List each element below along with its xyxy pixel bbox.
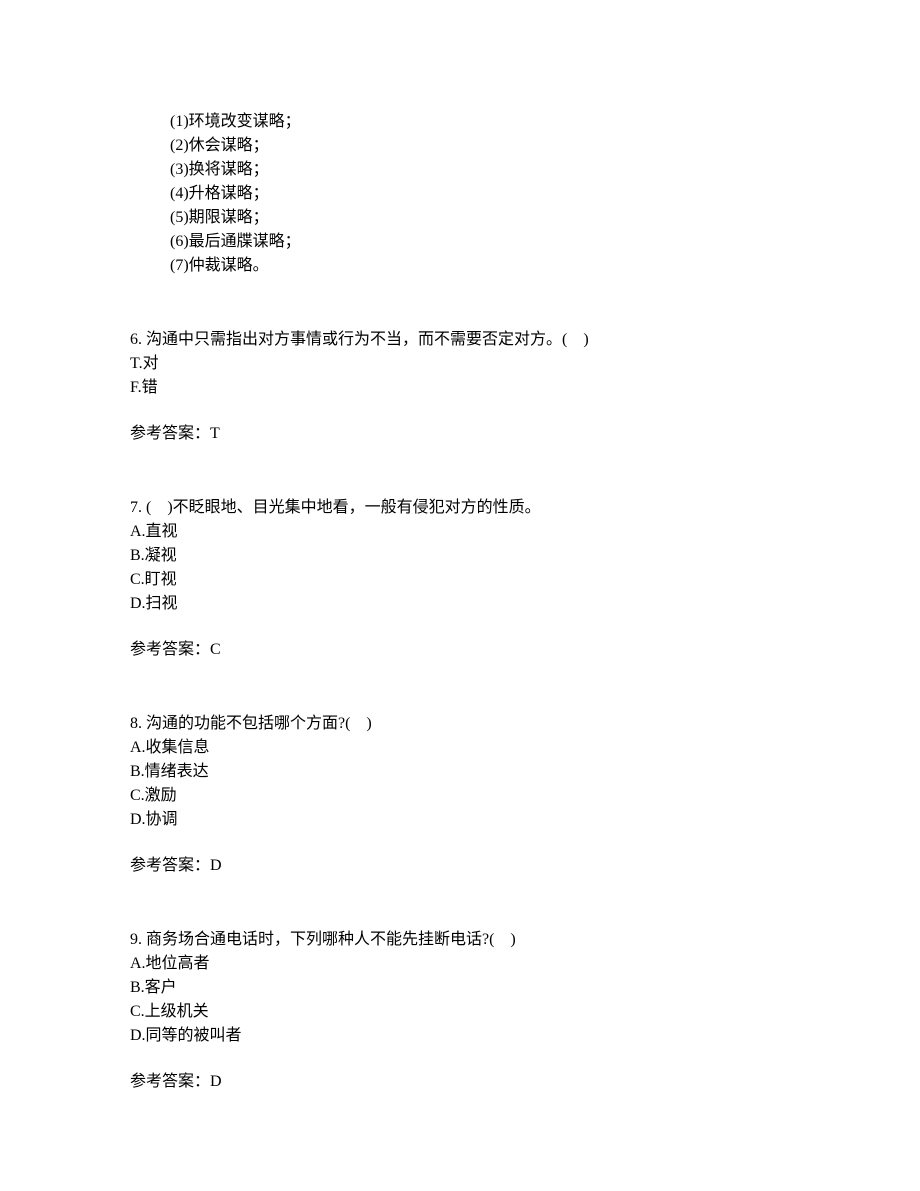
- list-item: (6)最后通牒谋略；: [170, 230, 790, 254]
- option: D.协调: [130, 808, 790, 832]
- question-number: 6.: [130, 331, 142, 348]
- question-8: 8. 沟通的功能不包括哪个方面?( ) A.收集信息 B.情绪表达 C.激励 D…: [130, 712, 790, 878]
- option: B.情绪表达: [130, 760, 790, 784]
- option: D.同等的被叫者: [130, 1024, 790, 1048]
- answer-value: D: [210, 857, 222, 874]
- question-content: 沟通的功能不包括哪个方面?( ): [146, 715, 372, 732]
- answer-label: 参考答案：: [130, 1073, 210, 1090]
- answer-line: 参考答案：C: [130, 638, 790, 662]
- question-text: 9. 商务场合通电话时，下列哪种人不能先挂断电话?( ): [130, 928, 790, 952]
- list-item: (7)仲裁谋略。: [170, 254, 790, 278]
- question-9: 9. 商务场合通电话时，下列哪种人不能先挂断电话?( ) A.地位高者 B.客户…: [130, 928, 790, 1094]
- list-item: (2)休会谋略；: [170, 134, 790, 158]
- option: C.上级机关: [130, 1000, 790, 1024]
- question-content: 商务场合通电话时，下列哪种人不能先挂断电话?( ): [146, 931, 516, 948]
- question-7: 7. ( )不眨眼地、目光集中地看，一般有侵犯对方的性质。 A.直视 B.凝视 …: [130, 496, 790, 662]
- list-item: (1)环境改变谋略；: [170, 110, 790, 134]
- list-item: (3)换将谋略；: [170, 158, 790, 182]
- answer-label: 参考答案：: [130, 641, 210, 658]
- question-text: 6. 沟通中只需指出对方事情或行为不当，而不需要否定对方。( ): [130, 328, 790, 352]
- question-text: 7. ( )不眨眼地、目光集中地看，一般有侵犯对方的性质。: [130, 496, 790, 520]
- question-number: 9.: [130, 931, 142, 948]
- answer-line: 参考答案：T: [130, 422, 790, 446]
- option: T.对: [130, 352, 790, 376]
- question-6: 6. 沟通中只需指出对方事情或行为不当，而不需要否定对方。( ) T.对 F.错…: [130, 328, 790, 446]
- question-number: 7.: [130, 499, 142, 516]
- answer-label: 参考答案：: [130, 425, 210, 442]
- option: C.激励: [130, 784, 790, 808]
- list-item: (4)升格谋略；: [170, 182, 790, 206]
- question-content: 沟通中只需指出对方事情或行为不当，而不需要否定对方。( ): [146, 331, 589, 348]
- strategies-list: (1)环境改变谋略； (2)休会谋略； (3)换将谋略； (4)升格谋略； (5…: [170, 110, 790, 278]
- option: B.客户: [130, 976, 790, 1000]
- option: A.收集信息: [130, 736, 790, 760]
- question-text: 8. 沟通的功能不包括哪个方面?( ): [130, 712, 790, 736]
- answer-label: 参考答案：: [130, 857, 210, 874]
- option: A.直视: [130, 520, 790, 544]
- option: A.地位高者: [130, 952, 790, 976]
- answer-line: 参考答案：D: [130, 854, 790, 878]
- option: D.扫视: [130, 592, 790, 616]
- question-content: ( )不眨眼地、目光集中地看，一般有侵犯对方的性质。: [146, 499, 541, 516]
- option: B.凝视: [130, 544, 790, 568]
- answer-line: 参考答案：D: [130, 1070, 790, 1094]
- answer-value: D: [210, 1073, 222, 1090]
- list-item: (5)期限谋略；: [170, 206, 790, 230]
- option: C.盯视: [130, 568, 790, 592]
- option: F.错: [130, 376, 790, 400]
- answer-value: C: [210, 641, 221, 658]
- answer-value: T: [210, 425, 220, 442]
- question-number: 8.: [130, 715, 142, 732]
